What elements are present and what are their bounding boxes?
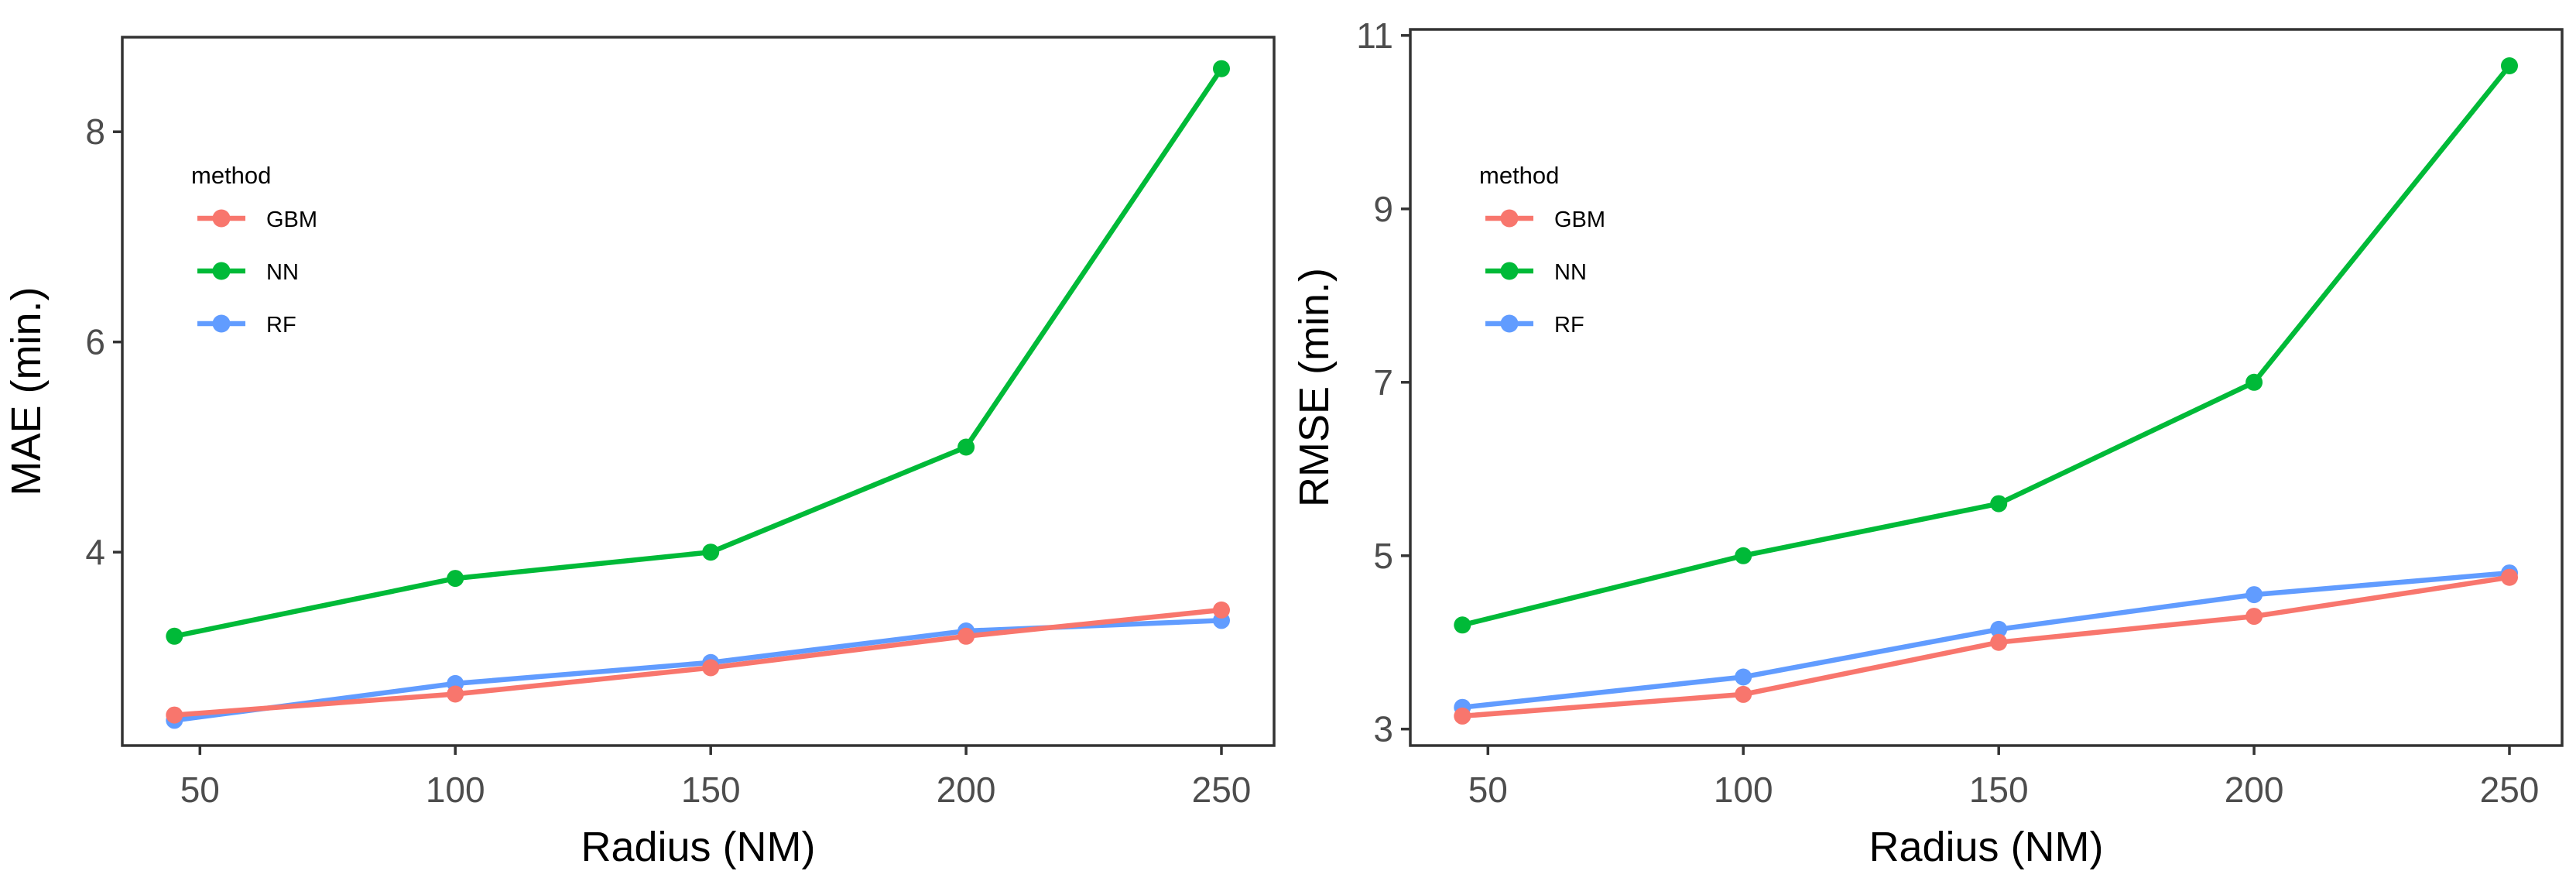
data-point-NN xyxy=(2245,373,2263,391)
data-point-GBM xyxy=(1990,633,2008,651)
series-line-GBM xyxy=(1460,574,2513,719)
y-tick-label: 11 xyxy=(1356,15,1393,56)
x-tick-label: 200 xyxy=(937,770,996,810)
data-point-GBM xyxy=(702,659,720,677)
data-point-NN xyxy=(1990,495,2008,513)
series-line-NN xyxy=(172,66,1225,639)
legend-key-dot-RF xyxy=(212,314,231,333)
legend-label-NN: NN xyxy=(266,260,299,285)
x-tick-label: 100 xyxy=(1714,770,1773,810)
legend-label-GBM: GBM xyxy=(266,207,317,232)
y-tick-label: 7 xyxy=(1373,362,1393,403)
rmse-chart-panel: 3 5 7 9 11 50 100 150 200 250 Radius (NM) RMSE (min… xyxy=(1288,0,2576,884)
data-point-NN xyxy=(702,543,720,561)
legend-key-dot-GBM xyxy=(212,209,231,228)
x-tick-label: 250 xyxy=(1192,770,1252,810)
x-axis-title: Radius (NM) xyxy=(1869,824,2103,870)
legend-key-dot-RF xyxy=(1500,314,1519,333)
data-point-GBM xyxy=(166,706,183,724)
panel-border xyxy=(1409,28,2564,747)
x-tick-label: 200 xyxy=(2225,770,2284,810)
data-point-GBM xyxy=(957,627,975,645)
data-point-NN xyxy=(1454,616,1471,634)
data-point-RF xyxy=(2245,586,2263,604)
data-point-GBM xyxy=(447,685,464,703)
data-point-GBM xyxy=(1735,685,1752,703)
data-point-NN xyxy=(1735,547,1752,564)
legend-label-RF: RF xyxy=(266,313,296,338)
y-tick-label: 6 xyxy=(85,322,105,362)
legend-title: method xyxy=(191,162,271,189)
y-axis-title: RMSE (min.) xyxy=(1291,268,1338,507)
legend-key-dot-NN xyxy=(212,262,231,280)
data-point-NN xyxy=(1213,60,1230,77)
y-tick-label: 9 xyxy=(1373,189,1393,229)
x-tick-label: 50 xyxy=(180,770,220,810)
y-axis-title: MAE (min.) xyxy=(3,287,50,496)
mae-chart-panel: 4 6 8 50 100 150 200 250 Radius (NM) MAE (min.) me… xyxy=(0,0,1288,884)
x-axis-title: Radius (NM) xyxy=(581,824,815,870)
x-tick-label: 50 xyxy=(1468,770,1508,810)
legend-label-GBM: GBM xyxy=(1554,207,1605,232)
series-line-NN xyxy=(1460,63,2513,628)
data-point-RF xyxy=(1990,620,2008,638)
y-tick-label: 3 xyxy=(1373,709,1393,749)
rmse-plot-svg: 3 5 7 9 11 50 100 150 200 250 Radius (NM) RMSE (min… xyxy=(1288,0,2576,884)
series-line-RF xyxy=(1460,570,2513,710)
x-tick-label: 100 xyxy=(426,770,485,810)
data-point-GBM xyxy=(1213,601,1230,619)
data-point-GBM xyxy=(2501,568,2518,586)
data-point-GBM xyxy=(1454,707,1471,725)
x-tick-label: 250 xyxy=(2480,770,2540,810)
data-point-NN xyxy=(166,627,183,645)
data-point-NN xyxy=(2501,57,2518,74)
x-tick-label: 150 xyxy=(681,770,741,810)
x-tick-label: 150 xyxy=(1969,770,2029,810)
y-tick-label: 5 xyxy=(1373,536,1393,576)
data-point-NN xyxy=(447,570,464,588)
data-point-GBM xyxy=(2245,608,2263,626)
legend-label-RF: RF xyxy=(1554,313,1584,338)
data-point-RF xyxy=(1735,668,1752,686)
legend-key-dot-GBM xyxy=(1500,209,1519,228)
y-tick-label: 8 xyxy=(85,111,105,152)
legend-title: method xyxy=(1479,162,1559,189)
mae-plot-svg: 4 6 8 50 100 150 200 250 Radius (NM) MAE (min.) me… xyxy=(0,0,1288,884)
data-point-NN xyxy=(957,438,975,456)
legend-label-NN: NN xyxy=(1554,260,1587,285)
y-tick-label: 4 xyxy=(85,532,105,572)
panel-border xyxy=(121,36,1276,747)
legend-key-dot-NN xyxy=(1500,262,1519,280)
